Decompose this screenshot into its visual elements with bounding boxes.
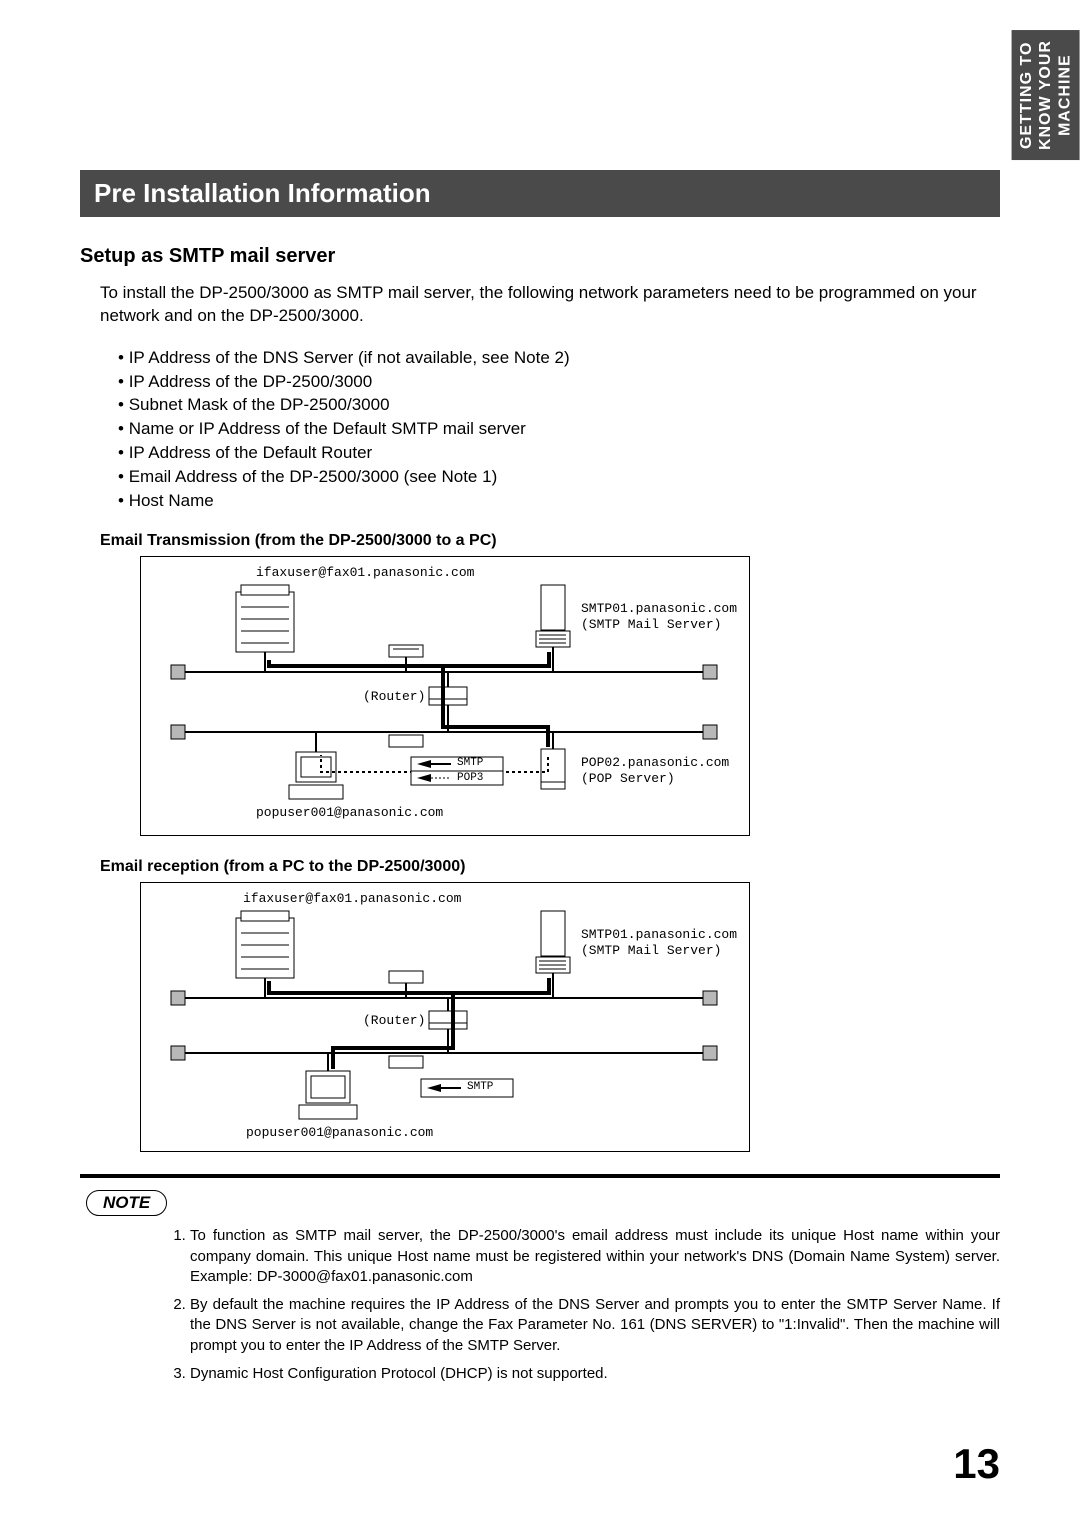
smtp-arrow-label: SMTP [467, 1081, 493, 1094]
hub-icon [389, 645, 423, 657]
list-item: IP Address of the DP-2500/3000 [118, 370, 1000, 394]
note-item: By default the machine requires the IP A… [190, 1295, 1000, 1356]
note-badge: NOTE [86, 1190, 167, 1216]
page-number: 13 [953, 1440, 1000, 1488]
diagram2-svg [141, 883, 751, 1153]
pc-email-label: popuser001@panasonic.com [246, 1125, 433, 1141]
copier-icon [236, 585, 294, 652]
pc-icon [289, 752, 343, 799]
notes-list: To function as SMTP mail server, the DP-… [190, 1226, 1000, 1384]
list-item: Host Name [118, 489, 1000, 513]
ifax-email-label: ifaxuser@fax01.panasonic.com [256, 565, 474, 581]
pc-email-label: popuser001@panasonic.com [256, 805, 443, 821]
list-item: IP Address of the DNS Server (if not ava… [118, 346, 1000, 370]
diagram1-caption: Email Transmission (from the DP-2500/300… [100, 532, 1000, 550]
router-icon [429, 1011, 467, 1029]
ifax-email-label: ifaxuser@fax01.panasonic.com [243, 891, 461, 907]
pc-icon [299, 1071, 357, 1119]
note-item: To function as SMTP mail server, the DP-… [190, 1226, 1000, 1287]
copier-icon [236, 911, 294, 978]
smtp-server-label: SMTP01.panasonic.com (SMTP Mail Server) [581, 927, 737, 958]
subheading: Setup as SMTP mail server [80, 245, 1000, 268]
diagram-email-reception: ifaxuser@fax01.panasonic.com SMTP01.pana… [140, 882, 750, 1152]
router-label: (Router) [363, 689, 425, 705]
page-title-bar: Pre Installation Information [80, 170, 1000, 217]
server-icon [536, 911, 570, 973]
list-item: Subnet Mask of the DP-2500/3000 [118, 393, 1000, 417]
note-divider [80, 1174, 1000, 1178]
diagram1-svg [141, 557, 751, 837]
smtp-server-label: SMTP01.panasonic.com (SMTP Mail Server) [581, 601, 737, 632]
hub-icon [389, 1056, 423, 1068]
smtp-arrow-label: SMTP [457, 757, 483, 770]
list-item: Email Address of the DP-2500/3000 (see N… [118, 465, 1000, 489]
parameter-list: IP Address of the DNS Server (if not ava… [118, 346, 1000, 513]
hub-icon [389, 735, 423, 747]
diagram-email-transmission: ifaxuser@fax01.panasonic.com SMTP01.pana… [140, 556, 750, 836]
router-icon [429, 687, 467, 705]
intro-paragraph: To install the DP-2500/3000 as SMTP mail… [100, 282, 1000, 328]
server-icon [536, 585, 570, 647]
router-label: (Router) [363, 1013, 425, 1029]
pop3-arrow-label: POP3 [457, 772, 483, 785]
server-icon [541, 749, 565, 789]
hub-icon [389, 971, 423, 983]
pop-server-label: POP02.panasonic.com (POP Server) [581, 755, 729, 786]
diagram2-caption: Email reception (from a PC to the DP-250… [100, 858, 1000, 876]
note-item: Dynamic Host Configuration Protocol (DHC… [190, 1364, 1000, 1384]
list-item: IP Address of the Default Router [118, 441, 1000, 465]
section-tab: GETTING TOKNOW YOURMACHINE [1012, 30, 1080, 160]
list-item: Name or IP Address of the Default SMTP m… [118, 417, 1000, 441]
page-content: Pre Installation Information Setup as SM… [80, 170, 1000, 1392]
